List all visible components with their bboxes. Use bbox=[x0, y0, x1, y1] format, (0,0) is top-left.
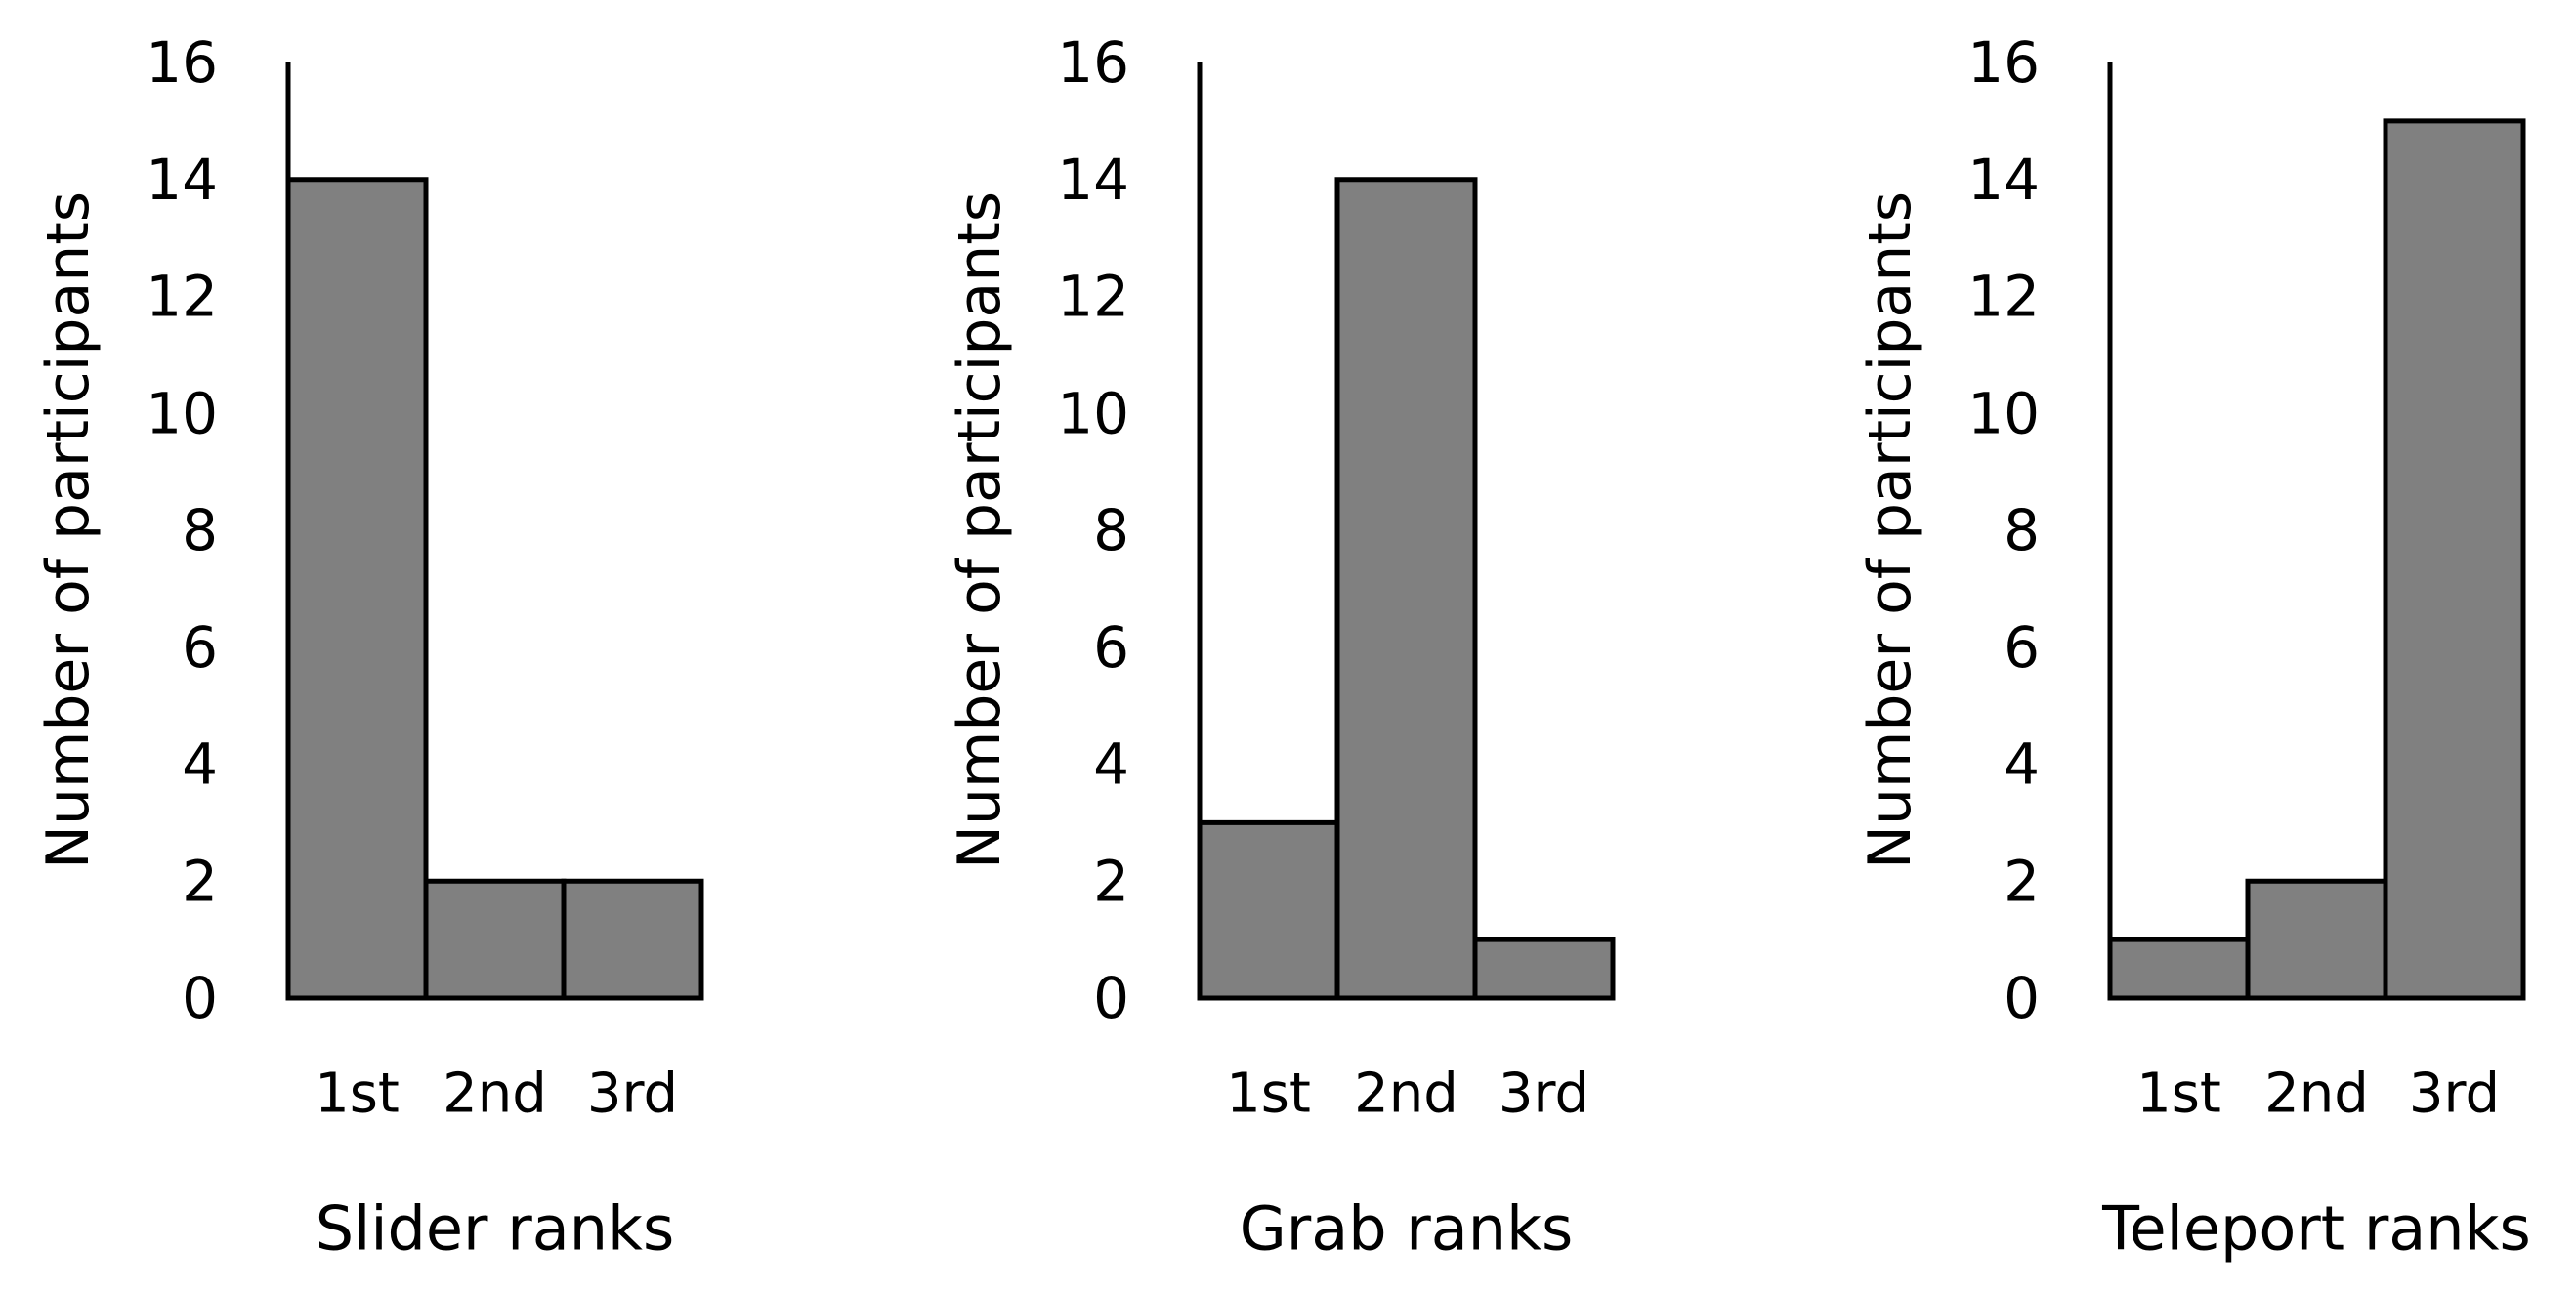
bar-1st bbox=[285, 177, 429, 1001]
chart-panel-1: 0 2 4 6 8 10 12 14 16 1st 2nd 3rd Slider ranks Number… bbox=[34, 29, 704, 1265]
x-axis-title: Grab ranks bbox=[1240, 1193, 1574, 1265]
y-tick-label: 4 bbox=[2004, 731, 2040, 798]
bar-1st bbox=[1197, 819, 1340, 1001]
x-tick-label: 3rd bbox=[1499, 1062, 1589, 1126]
y-tick-label: 6 bbox=[1093, 614, 1129, 681]
bar-2nd bbox=[423, 878, 567, 1001]
x-tick-label: 1st bbox=[2136, 1062, 2221, 1126]
y-tick-label: 12 bbox=[1057, 264, 1129, 330]
x-axis-title: Teleport ranks bbox=[2101, 1193, 2531, 1265]
y-axis-title: Number of participants bbox=[34, 191, 103, 869]
x-tick-label: 1st bbox=[1226, 1062, 1311, 1126]
bar-3rd bbox=[1472, 937, 1616, 1001]
y-tick-label: 2 bbox=[2004, 848, 2040, 914]
bar-2nd bbox=[2245, 878, 2388, 1001]
x-tick-label: 2nd bbox=[443, 1062, 547, 1126]
y-tick-label: 14 bbox=[1057, 146, 1129, 213]
y-tick-label: 6 bbox=[182, 614, 218, 681]
y-tick-label: 16 bbox=[1057, 29, 1129, 96]
y-tick-label: 12 bbox=[146, 264, 218, 330]
y-tick-label: 2 bbox=[1093, 848, 1129, 914]
bar-1st bbox=[2107, 937, 2251, 1001]
y-tick-label: 2 bbox=[182, 848, 218, 914]
x-axis-title: Slider ranks bbox=[316, 1193, 675, 1265]
y-axis-title: Number of participants bbox=[1856, 191, 1924, 869]
x-tick-label: 2nd bbox=[1354, 1062, 1458, 1126]
y-tick-label: 10 bbox=[146, 380, 218, 446]
bar-2nd bbox=[1334, 177, 1478, 1001]
x-tick-label: 2nd bbox=[2264, 1062, 2369, 1126]
y-tick-label: 14 bbox=[1967, 146, 2040, 213]
y-axis-title: Number of participants bbox=[946, 191, 1014, 869]
x-tick-label: 1st bbox=[315, 1062, 400, 1126]
chart-panel-2: 0 2 4 6 8 10 12 14 16 1st 2nd 3rd Grab ranks Number o… bbox=[946, 29, 1616, 1265]
bar-3rd bbox=[2383, 118, 2526, 1001]
y-tick-label: 0 bbox=[1093, 965, 1129, 1031]
y-tick-label: 12 bbox=[1967, 264, 2040, 330]
x-tick-label: 3rd bbox=[2409, 1062, 2500, 1126]
y-tick-label: 4 bbox=[182, 731, 218, 798]
y-tick-label: 14 bbox=[146, 146, 218, 213]
y-tick-label: 8 bbox=[182, 497, 218, 563]
y-tick-label: 0 bbox=[2004, 965, 2040, 1031]
bar-3rd bbox=[561, 878, 704, 1001]
y-tick-label: 0 bbox=[182, 965, 218, 1031]
x-tick-label: 3rd bbox=[587, 1062, 678, 1126]
y-tick-label: 16 bbox=[146, 29, 218, 96]
y-tick-label: 4 bbox=[1093, 731, 1129, 798]
y-tick-label: 10 bbox=[1967, 380, 2040, 446]
y-tick-label: 8 bbox=[2004, 497, 2040, 563]
y-tick-label: 6 bbox=[2004, 614, 2040, 681]
y-tick-label: 16 bbox=[1967, 29, 2040, 96]
chart-panel-3: 0 2 4 6 8 10 12 14 16 1st 2nd 3rd Teleport ranks Numb… bbox=[1856, 29, 2531, 1265]
y-tick-label: 10 bbox=[1057, 380, 1129, 446]
y-tick-label: 8 bbox=[1093, 497, 1129, 563]
